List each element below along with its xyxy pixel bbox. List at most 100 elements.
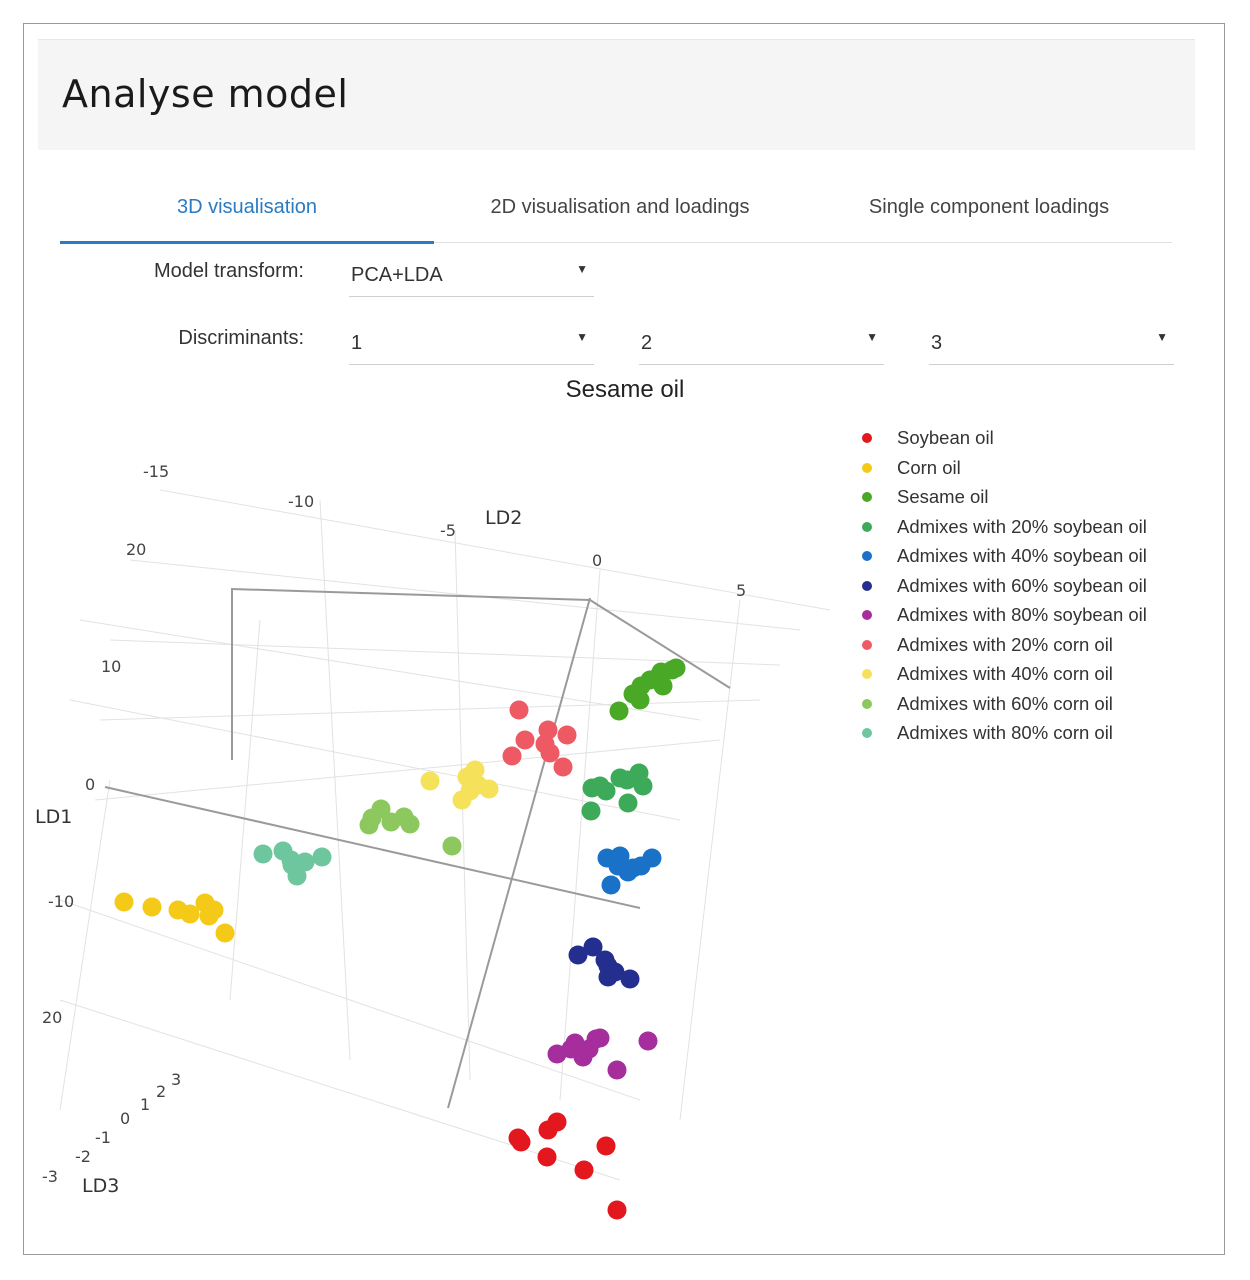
data-point [565, 1033, 585, 1053]
data-point [642, 848, 662, 868]
discriminant-1-select[interactable]: 1 ▼ [349, 324, 594, 365]
legend-marker-icon [862, 639, 872, 650]
ld3-tick-label: 2 [156, 1082, 166, 1101]
tab-2d-visualisation-and-loadings[interactable]: 2D visualisation and loadings [490, 196, 750, 218]
ld2-tick-label: -15 [143, 462, 169, 481]
model-transform-value: PCA+LDA [351, 264, 443, 286]
legend-label: Admixes with 80% corn oil [897, 722, 1113, 743]
legend-label: Soybean oil [897, 427, 994, 448]
legend-marker-icon [862, 669, 872, 679]
data-point [653, 676, 673, 696]
ld1-tick-label: 0 [85, 775, 95, 794]
ld3-tick-label: 0 [120, 1109, 130, 1128]
dropdown-caret-icon: ▼ [1156, 330, 1168, 344]
data-point [114, 892, 134, 912]
data-point [180, 904, 200, 924]
data-point [547, 1112, 567, 1132]
data-point [537, 1147, 557, 1167]
ld1-axis-title: LD1 [35, 806, 72, 828]
axis-titles: LD2 LD3 LD1 [35, 507, 522, 1197]
data-point [618, 793, 638, 813]
data-point [400, 814, 420, 834]
data-point [312, 847, 332, 867]
ld3-tick-label: 1 [140, 1095, 150, 1114]
discriminant-3-select[interactable]: 3 ▼ [929, 324, 1174, 365]
legend-marker-icon [862, 610, 872, 620]
data-point [620, 969, 640, 989]
ld1-tick-label: -10 [48, 892, 74, 911]
grid-lines [59, 489, 831, 1181]
dropdown-caret-icon: ▼ [576, 262, 588, 276]
data-point [515, 730, 535, 750]
tab-single-component-loadings[interactable]: Single component loadings [868, 196, 1110, 218]
legend-marker-icon [862, 698, 872, 709]
axis-lines [104, 587, 731, 1109]
ld2-tick-label: -10 [288, 492, 314, 511]
data-point [508, 1128, 528, 1148]
ld3-tick-label: -3 [42, 1167, 58, 1186]
data-point [535, 734, 555, 754]
data-point [607, 1200, 627, 1220]
data-point [281, 850, 301, 870]
tab-3d-visualisation[interactable]: 3D visualisation [60, 174, 434, 244]
data-point [609, 701, 629, 721]
data-point [574, 1160, 594, 1180]
data-point [502, 746, 522, 766]
data-point [362, 808, 382, 828]
ld3-tick-label: 3 [171, 1070, 181, 1089]
data-point [607, 1060, 627, 1080]
legend-label: Admixes with 20% corn oil [897, 633, 1113, 655]
legend-label: Admixes with 80% soybean oil [897, 604, 1147, 625]
data-point [623, 858, 643, 878]
ld3-axis-title: LD3 [82, 1175, 119, 1197]
ld2-tick-label: 5 [736, 581, 746, 600]
legend-marker-icon [862, 580, 872, 591]
ld2-tick-label: 0 [592, 551, 602, 570]
model-transform-label: Model transform: [153, 260, 304, 282]
data-point [596, 781, 616, 801]
discriminant-1-value: 1 [351, 332, 363, 354]
data-points [114, 658, 686, 1220]
legend-label: Admixes with 60% corn oil [897, 692, 1113, 714]
legend-marker-icon [862, 462, 872, 473]
data-point [638, 1031, 658, 1051]
data-point [608, 856, 628, 876]
data-point [253, 844, 273, 864]
ld1-tick-label: 20 [126, 540, 146, 559]
data-point [623, 684, 643, 704]
data-point [509, 700, 529, 720]
legend-marker-icon [862, 492, 872, 502]
data-point [295, 852, 315, 872]
ld1-tick-label: 10 [101, 657, 121, 676]
data-point [553, 757, 573, 777]
discriminants-label: Discriminants: [178, 327, 304, 349]
data-point [442, 836, 462, 856]
legend-marker-icon [862, 433, 872, 443]
dropdown-caret-icon: ▼ [576, 330, 588, 344]
tab-bar: 3D visualisation 2D visualisation and lo… [60, 174, 1172, 244]
legend-label: Corn oil [897, 456, 961, 478]
discriminant-2-select[interactable]: 2 ▼ [639, 324, 884, 365]
data-point [581, 801, 601, 821]
legend-label: Admixes with 40% corn oil [897, 663, 1113, 684]
page-title: Analyse model [62, 72, 349, 116]
legend-marker-icon [862, 521, 872, 532]
data-point [199, 906, 219, 926]
ld3-tick-label: -1 [95, 1128, 111, 1147]
data-point [666, 658, 686, 678]
data-point [583, 937, 603, 957]
page-header: Analyse model [38, 39, 1195, 150]
data-point [651, 662, 671, 682]
model-transform-select[interactable]: PCA+LDA ▼ [349, 256, 594, 297]
legend-marker-icon [862, 551, 872, 561]
ld2-axis-title: LD2 [485, 507, 522, 529]
legend-label: Admixes with 20% soybean oil [897, 515, 1147, 537]
legend-label: Admixes with 60% soybean oil [897, 574, 1147, 596]
data-point [633, 776, 653, 796]
ld1-tick-label: 20 [42, 1008, 62, 1027]
window-frame: Analyse model 3D visualisation 2D visual… [23, 23, 1225, 1255]
data-point [287, 866, 307, 886]
data-point [142, 897, 162, 917]
